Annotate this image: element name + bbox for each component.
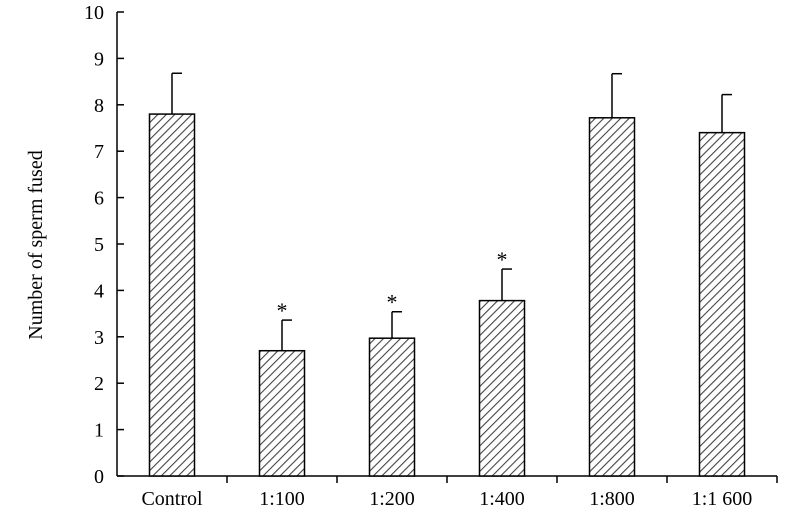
significance-marker: * xyxy=(497,247,508,272)
y-tick-label: 5 xyxy=(94,234,104,256)
y-tick-label: 4 xyxy=(94,280,104,302)
x-tick-label: Control xyxy=(141,488,203,510)
labels-group: 0 1 2 3 4 5 6 7 8 9 10 Control * 1:100 * 1:200 * 1:400 1:8… xyxy=(84,2,752,510)
y-tick-label: 6 xyxy=(94,188,104,210)
y-tick-label: 2 xyxy=(94,373,104,395)
y-tick-label: 7 xyxy=(94,141,104,163)
x-tick-label: 1:100 xyxy=(259,488,305,510)
y-tick-label: 3 xyxy=(94,327,104,349)
significance-marker: * xyxy=(277,298,288,323)
x-tick-label: 1:200 xyxy=(369,488,415,510)
bars-group xyxy=(148,72,746,477)
x-tick-label: 1:800 xyxy=(589,488,635,510)
x-tick-label: 1:400 xyxy=(479,488,525,510)
axes xyxy=(116,11,778,483)
bar xyxy=(588,117,636,477)
y-tick-label: 0 xyxy=(94,466,104,488)
x-tick-label: 1:1 600 xyxy=(692,488,753,510)
bar xyxy=(698,131,746,477)
bar xyxy=(258,349,306,477)
y-tick-label: 1 xyxy=(94,420,104,442)
bar xyxy=(478,299,526,477)
bar xyxy=(368,337,416,477)
y-tick-label: 9 xyxy=(94,48,104,70)
y-tick-label: 10 xyxy=(84,2,104,24)
y-axis-title: Number of sperm fused xyxy=(25,150,47,339)
significance-marker: * xyxy=(387,290,398,315)
y-tick-label: 8 xyxy=(94,95,104,117)
bar xyxy=(148,113,196,477)
